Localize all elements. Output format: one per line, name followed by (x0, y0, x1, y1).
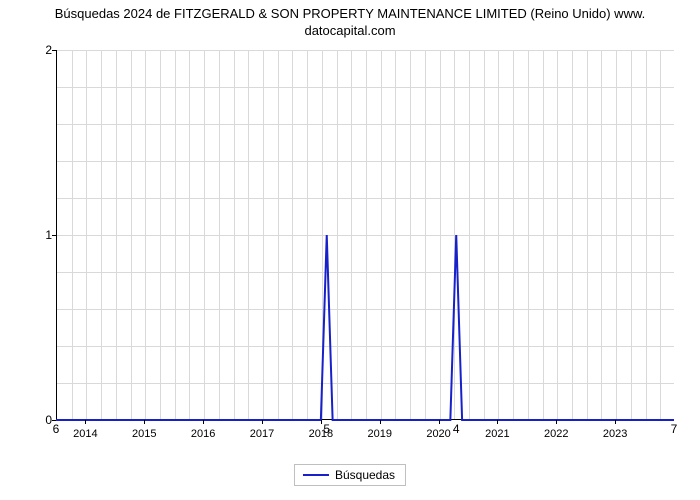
y-tick-mark (52, 235, 56, 236)
x-tick-mark (380, 420, 381, 424)
y-tick-label: 2 (45, 43, 52, 57)
series-path (56, 235, 674, 420)
y-tick-mark (52, 50, 56, 51)
y-tick-mark (52, 420, 56, 421)
x-tick-label: 2022 (544, 428, 568, 440)
x-tick-mark (203, 420, 204, 424)
x-tick-label: 2019 (367, 428, 391, 440)
legend-label: Búsquedas (335, 468, 395, 482)
x-tick-mark (85, 420, 86, 424)
y-tick-label: 0 (45, 413, 52, 427)
line-series (56, 50, 674, 420)
x-tick-label: 2014 (73, 428, 97, 440)
x-tick-mark (262, 420, 263, 424)
x-tick-mark (144, 420, 145, 424)
data-point-label: 4 (453, 422, 460, 436)
chart-area: Búsquedas 012201420152016201720182019202… (20, 44, 680, 454)
x-tick-label: 2023 (603, 428, 627, 440)
x-tick-mark (556, 420, 557, 424)
x-tick-mark (321, 420, 322, 424)
legend-swatch (303, 474, 329, 476)
x-tick-mark (615, 420, 616, 424)
x-tick-label: 2021 (485, 428, 509, 440)
data-point-label: 5 (323, 422, 330, 436)
x-tick-label: 2020 (426, 428, 450, 440)
y-tick-label: 1 (45, 228, 52, 242)
x-tick-label: 2015 (132, 428, 156, 440)
legend: Búsquedas (294, 464, 406, 486)
title-line-1: Búsquedas 2024 de FITZGERALD & SON PROPE… (55, 6, 646, 21)
chart-title: Búsquedas 2024 de FITZGERALD & SON PROPE… (0, 0, 700, 40)
x-tick-label: 2016 (191, 428, 215, 440)
title-line-2: datocapital.com (304, 23, 395, 38)
data-point-label: 6 (53, 422, 60, 436)
x-tick-mark (497, 420, 498, 424)
x-tick-mark (439, 420, 440, 424)
x-tick-label: 2017 (250, 428, 274, 440)
data-point-label: 7 (671, 422, 678, 436)
